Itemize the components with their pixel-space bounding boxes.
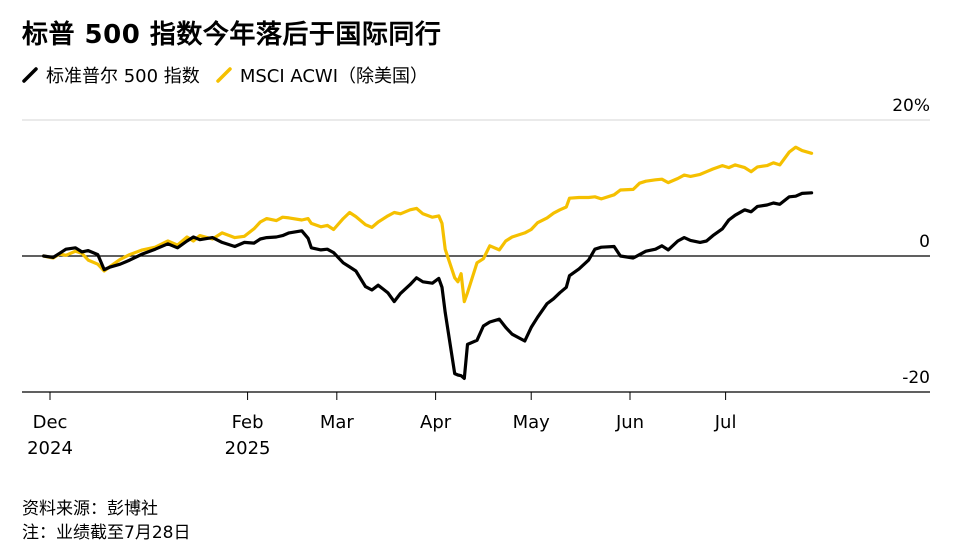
series-line-msci-acwi-ex-us: [42, 145, 814, 304]
x-tick-label: May: [513, 412, 551, 433]
footnote: 注：业绩截至7月28日: [22, 523, 191, 543]
x-tick-label-year: 2025: [225, 438, 271, 459]
x-tick-label: Apr: [420, 412, 452, 433]
x-tick-label: Jun: [615, 412, 644, 433]
x-tick-label: Dec: [33, 412, 68, 433]
source-note: 资料来源：彭博社: [22, 499, 158, 519]
legend: 标准普尔 500 指数 MSCI ACWI（除美国）: [22, 62, 444, 88]
x-tick-label: Feb: [232, 412, 264, 433]
series-line-sp500: [42, 191, 814, 380]
legend-swatch-msci: [216, 67, 232, 83]
y-tick-label: 0: [919, 232, 930, 252]
legend-item-msci: MSCI ACWI（除美国）: [216, 62, 428, 88]
x-tick-label-year: 2024: [27, 438, 73, 459]
x-tick-label: Jul: [714, 412, 737, 433]
legend-item-sp500: 标准普尔 500 指数: [22, 62, 200, 88]
legend-label-sp500: 标准普尔 500 指数: [46, 66, 200, 87]
chart-title: 标普 500 指数今年落后于国际同行: [22, 20, 442, 50]
y-tick-label: -20: [902, 368, 930, 388]
x-tick-label: Mar: [320, 412, 355, 433]
legend-label-msci: MSCI ACWI（除美国）: [239, 66, 429, 87]
y-tick-label: 20%: [892, 96, 930, 116]
legend-swatch-sp500: [22, 67, 38, 83]
